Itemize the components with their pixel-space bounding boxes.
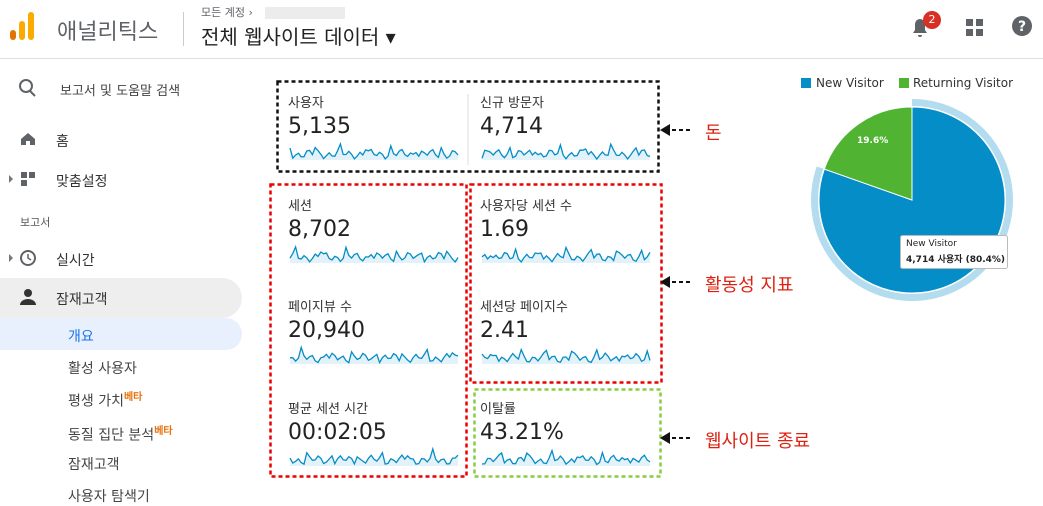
- sparkline-area: [482, 450, 650, 466]
- metric-value: 4,714: [480, 114, 543, 139]
- metric-label: 세션: [288, 199, 312, 214]
- pie-slice[interactable]: [823, 106, 913, 201]
- breadcrumb-text: 모든 계정: [201, 6, 245, 19]
- sparkline-area: [290, 449, 458, 466]
- sparkline-area: [482, 247, 650, 263]
- slice-label: 19.6%: [857, 136, 889, 146]
- sparkline: [481, 448, 651, 466]
- nav-realtime[interactable]: 실시간: [56, 253, 95, 269]
- sparkline-area: [290, 143, 458, 160]
- tooltip-title: New Visitor: [906, 239, 957, 249]
- nav-sub-item[interactable]: 평생 가치베타: [68, 388, 142, 411]
- metric-label: 이탈률: [480, 402, 516, 417]
- annotation: 웹사이트 종료: [705, 431, 811, 452]
- sparkline: [481, 347, 651, 364]
- sparkline-area: [482, 349, 650, 364]
- nav-sub-item[interactable]: 잠재고객: [68, 454, 120, 474]
- beta-badge: 베타: [123, 392, 143, 403]
- metric-value: 20,940: [288, 318, 365, 343]
- sparkline: [481, 245, 651, 263]
- search[interactable]: 보고서 및 도움말 검색: [60, 84, 181, 99]
- metric-label: 신규 방문자: [480, 96, 544, 111]
- tooltip-text: 4,714 사용자 (80.4%): [906, 255, 1006, 265]
- sparkline-area: [290, 347, 458, 364]
- metric-value: 43.21%: [480, 420, 564, 445]
- sparkline: [289, 446, 459, 466]
- svg-text:?: ?: [1018, 19, 1026, 35]
- nav-label: 사용자 탐색기: [68, 489, 150, 505]
- nav-sub-item[interactable]: 동질 집단 분석베타: [68, 422, 173, 445]
- metric-value: 2.41: [480, 318, 529, 343]
- nav-label: 평생 가치: [68, 393, 124, 410]
- section-label: 보고서: [20, 216, 51, 229]
- annotation: 돈: [705, 123, 722, 144]
- beta-badge: 베타: [154, 426, 173, 437]
- metric-label: 세션당 페이지수: [480, 300, 568, 315]
- metric-label: 사용자: [288, 96, 324, 111]
- app-name: 애널리틱스: [57, 20, 159, 45]
- legend-item[interactable]: New Visitor: [816, 76, 884, 90]
- nav-audience[interactable]: 잠재고객: [56, 292, 108, 308]
- notification-badge[interactable]: 2: [923, 11, 941, 29]
- breadcrumb[interactable]: 모든 계정 ›: [201, 6, 253, 19]
- nav-label: 활성 사용자: [68, 361, 137, 377]
- sparkline-area: [482, 144, 650, 160]
- legend-item[interactable]: Returning Visitor: [913, 76, 1014, 90]
- sparkline: [289, 141, 459, 160]
- annotation: 활동성 지표: [705, 275, 794, 296]
- nav-label: 잠재고객: [68, 457, 120, 473]
- sparkline: [289, 345, 459, 365]
- view-selector[interactable]: 전체 웹사이트 데이터 ▾: [201, 25, 396, 49]
- nav-sub-item[interactable]: 사용자 탐색기: [68, 486, 150, 506]
- metric-value: 1.69: [480, 217, 529, 242]
- nav-home[interactable]: 홈: [56, 134, 69, 150]
- metric-label: 페이지뷰 수: [288, 300, 352, 315]
- nav-label: 동질 집단 분석: [68, 427, 155, 444]
- metric-label: 사용자당 세션 수: [480, 199, 572, 214]
- metric-label: 평균 세션 시간: [288, 402, 369, 417]
- sparkline: [289, 244, 459, 264]
- nav-sub-item[interactable]: 개요: [68, 326, 94, 346]
- metric-value: 00:02:05: [288, 420, 387, 445]
- sparkline: [481, 142, 651, 161]
- view-name: 전체 웹사이트 데이터: [201, 25, 380, 49]
- nav-label: 개요: [68, 329, 94, 345]
- metric-value: 8,702: [288, 217, 351, 242]
- sparkline-area: [290, 246, 458, 263]
- metric-value: 5,135: [288, 114, 351, 139]
- nav-customization[interactable]: 맞춤설정: [56, 174, 108, 190]
- nav-sub-item[interactable]: 활성 사용자: [68, 358, 137, 378]
